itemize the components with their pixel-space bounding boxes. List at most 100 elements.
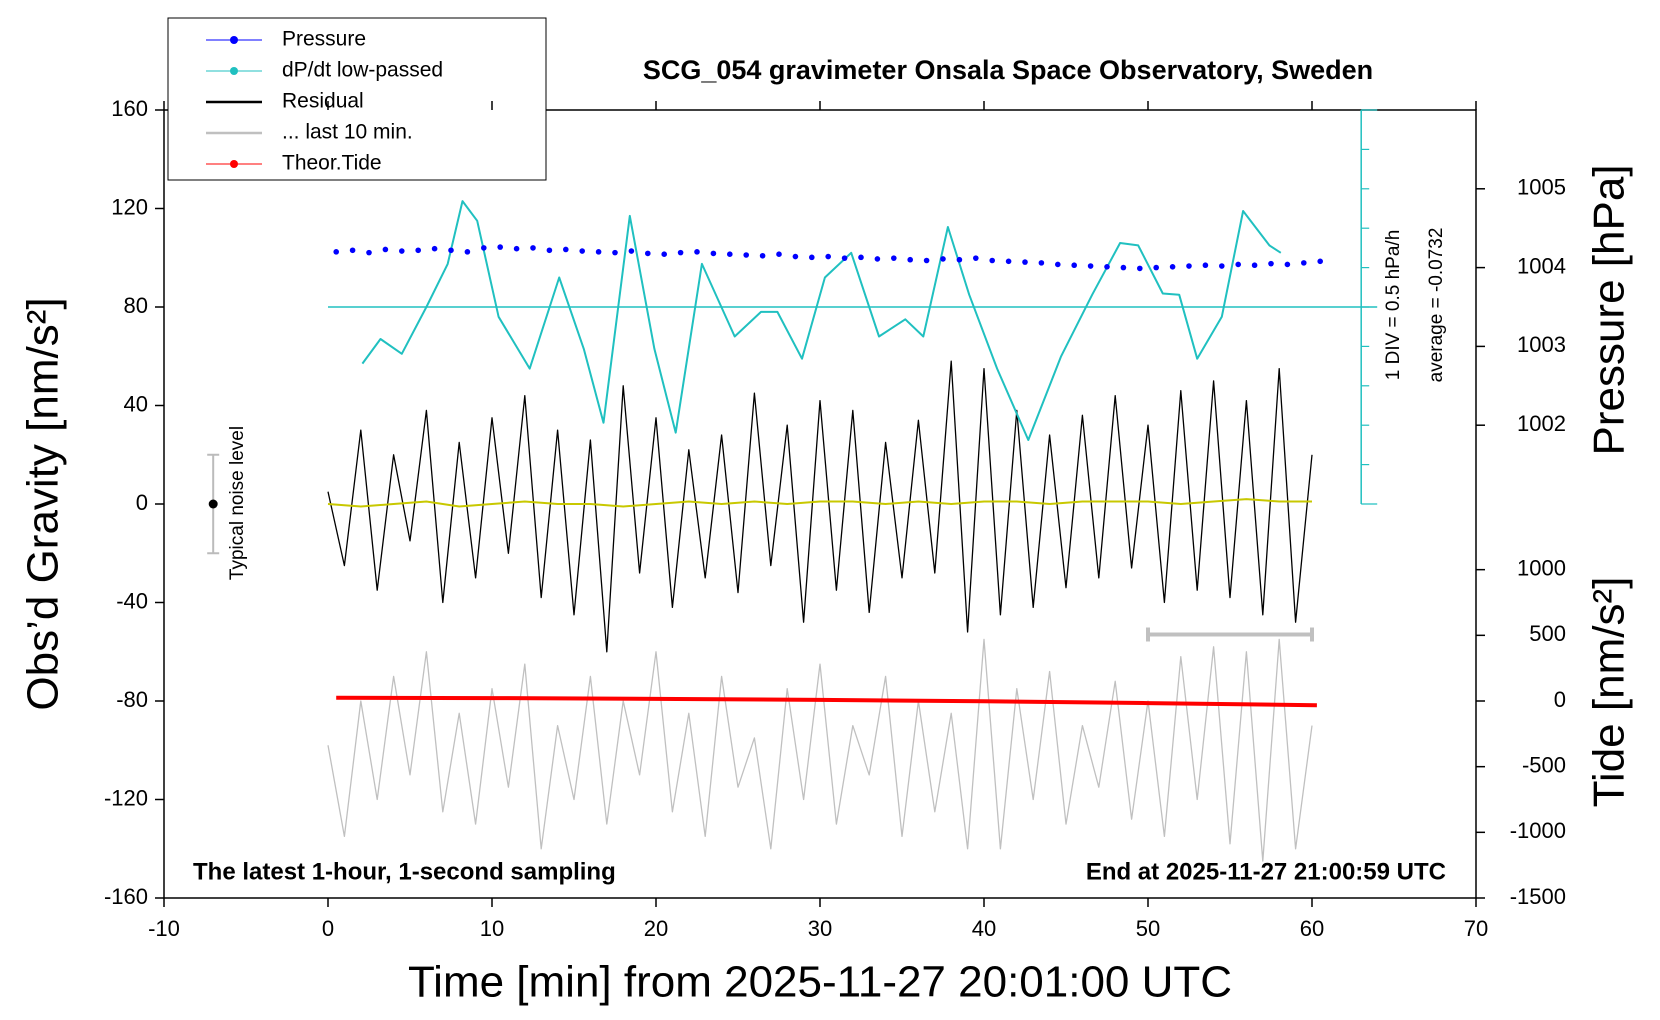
y-axis-label: Obs’d Gravity [nm/s²] <box>19 297 68 710</box>
x-tick-label: 0 <box>322 916 334 941</box>
y-tick-label: -40 <box>116 588 148 613</box>
pressure-point <box>940 256 946 262</box>
pressure-point <box>579 248 585 254</box>
pressure-point <box>399 248 405 254</box>
pressure-point <box>973 255 979 261</box>
pressure-point <box>874 256 881 262</box>
series-line <box>327 638 1313 862</box>
pressure-point <box>1202 262 1209 269</box>
pressure-point <box>1038 260 1045 266</box>
y-tick-label: -80 <box>116 687 148 712</box>
dpdt-scale-label: 1 DIV = 0.5 hPa/h <box>1383 230 1404 381</box>
pressure-point <box>809 254 815 261</box>
y-tick-label: 40 <box>124 391 148 416</box>
pressure-point <box>825 253 831 260</box>
x-tick-label: 70 <box>1464 916 1488 941</box>
pressure-point <box>743 252 749 258</box>
pressure-point <box>333 249 340 255</box>
pressure-point <box>1005 258 1012 265</box>
pressure-point <box>1153 264 1159 271</box>
annotation: The latest 1-hour, 1-second sampling <box>193 858 616 885</box>
legend-box <box>167 17 547 181</box>
pressure-point <box>366 249 372 256</box>
pressure-point <box>595 249 602 255</box>
series-line <box>336 695 1317 708</box>
x-tick-label: 40 <box>972 916 996 941</box>
smoothed-residual <box>327 498 1312 508</box>
chart-title: SCG_054 gravimeter Onsala Space Observat… <box>643 55 1373 85</box>
pressure-point <box>497 244 504 250</box>
y-tick-label: 80 <box>124 293 148 318</box>
y2-tick-label: 1005 <box>1517 175 1566 200</box>
pressure-point <box>1071 262 1077 269</box>
x-tick-label: 20 <box>644 916 668 941</box>
pressure-point <box>989 257 995 264</box>
plot-frame <box>163 109 1477 899</box>
pressure-point <box>1137 265 1143 272</box>
pressure-point <box>481 245 487 251</box>
pressure-point <box>546 247 553 254</box>
pressure-point <box>628 248 635 254</box>
pressure-point <box>563 246 569 253</box>
pressure-point <box>694 249 700 255</box>
pressure-point <box>907 256 913 263</box>
pressure-point <box>1251 262 1258 269</box>
y-tick-label: 120 <box>111 194 148 219</box>
x-axis-label: Time [min] from 2025-11-27 20:01:00 UTC <box>408 958 1232 1007</box>
pressure-point <box>677 249 684 256</box>
pressure-point <box>448 247 454 254</box>
y3-tick-label: 0 <box>1554 687 1566 712</box>
pressure-point <box>923 257 930 264</box>
pressure-point <box>1235 261 1241 268</box>
x-tick-label: 50 <box>1136 916 1160 941</box>
y3-tick-label: -500 <box>1522 752 1566 777</box>
pressure-point <box>1087 263 1094 269</box>
series-line <box>327 360 1313 653</box>
pressure-point <box>1055 261 1061 268</box>
pressure-point <box>1301 260 1307 266</box>
pressure-point <box>1268 260 1274 267</box>
pressure-point <box>513 245 520 252</box>
x-tick-label: -10 <box>148 916 180 941</box>
legend-label: dP/dt low-passed <box>282 59 443 82</box>
y2-tick-label: 1003 <box>1517 332 1566 357</box>
pressure-point <box>1120 264 1127 271</box>
pressure-point <box>1317 258 1323 265</box>
legend-dot <box>230 36 238 44</box>
pressure-point <box>1022 259 1028 265</box>
pressure-point <box>759 252 766 259</box>
pressure-point <box>1104 264 1110 270</box>
plot-area <box>207 109 1378 862</box>
pressure-point <box>1186 263 1192 269</box>
dpdt-average-label: average = -0.0732 <box>1426 228 1447 383</box>
pressure-point <box>431 245 438 252</box>
legend-label: Pressure <box>282 28 366 51</box>
series-line <box>361 200 1282 441</box>
pressure-point <box>776 251 782 258</box>
pressure-point <box>891 255 897 261</box>
y2-axis-label: Pressure [hPa] <box>1585 164 1634 455</box>
annotation: End at 2025-11-27 21:00:59 UTC <box>1086 858 1446 885</box>
pressure-point <box>727 251 733 258</box>
y3-tick-label: -1500 <box>1510 884 1566 909</box>
pressure-point <box>464 249 471 255</box>
pressure-point <box>858 254 864 261</box>
x-tick-label: 10 <box>480 916 504 941</box>
pressure-point <box>1284 261 1291 268</box>
pressure-point <box>612 249 618 256</box>
pressure-point <box>382 246 389 253</box>
y3-tick-label: -1000 <box>1510 818 1566 843</box>
legend-dot <box>230 160 238 168</box>
pressure-point <box>956 256 963 263</box>
pressure-point <box>415 247 422 254</box>
y3-tick-label: 500 <box>1529 621 1566 646</box>
legend-label: Residual <box>282 90 364 113</box>
pressure-point <box>530 245 536 251</box>
pressure-point <box>792 253 799 260</box>
pressure-point <box>1219 263 1225 269</box>
y2-tick-label: 1002 <box>1517 411 1566 436</box>
pressure-point <box>710 250 717 257</box>
y3-axis-label: Tide [nm/s²] <box>1585 577 1634 808</box>
y-tick-label: -160 <box>104 884 148 909</box>
